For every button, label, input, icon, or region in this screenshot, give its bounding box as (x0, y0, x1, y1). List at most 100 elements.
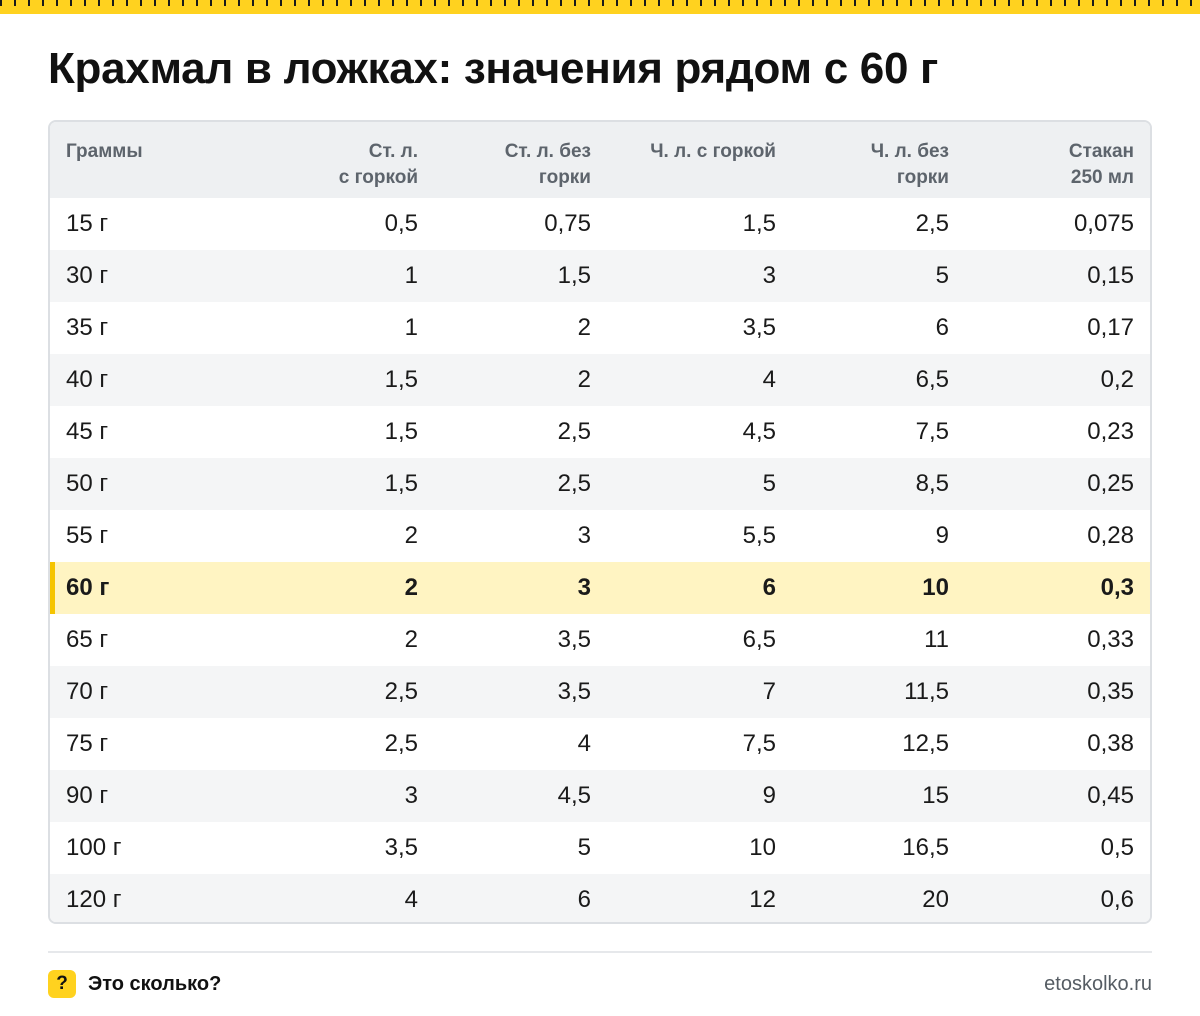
table-row: 30 г 1 1,5 3 5 0,15 (50, 250, 1150, 302)
table-row: 50 г 1,5 2,5 5 8,5 0,25 (50, 458, 1150, 510)
value-cell: 7,5 (915, 418, 949, 445)
value-cell: 5,5 (742, 522, 776, 549)
value-cell: 20 (922, 886, 949, 913)
value-cell: 2,5 (915, 210, 949, 237)
value-cell: 5 (577, 834, 591, 861)
value-cell: 4 (404, 886, 418, 913)
value-cell: 10 (749, 834, 776, 861)
value-cell: 11,5 (904, 678, 949, 705)
value-cell: 2,5 (557, 470, 591, 497)
value-cell: 0,23 (1087, 418, 1134, 445)
table-row: 100 г 3,5 5 10 16,5 0,5 (50, 822, 1150, 874)
value-cell: 16,5 (902, 834, 949, 861)
value-cell: 1 (404, 314, 418, 341)
value-cell: 4,5 (557, 782, 591, 809)
table-header-row: Граммы Ст. л. с горкой Ст. л. без горки Ч. л.… (50, 122, 1150, 198)
table-row: 15 г 0,5 0,75 1,5 2,5 0,075 (50, 198, 1150, 250)
table-row-highlighted: 60 г 2 3 6 10 0,3 (50, 562, 1150, 614)
column-header: Ч. л. с горкой (650, 141, 776, 162)
value-cell: 8,5 (915, 470, 949, 497)
table-row: 65 г 2 3,5 6,5 11 0,33 (50, 614, 1150, 666)
table-row: 75 г 2,5 4 7,5 12,5 0,38 (50, 718, 1150, 770)
value-cell: 0,075 (1073, 210, 1134, 237)
value-cell: 2,5 (557, 418, 591, 445)
value-cell: 1,5 (557, 262, 591, 289)
value-cell: 4,5 (742, 418, 776, 445)
grams-cell: 40 г (66, 366, 109, 393)
column-header: Ст. л. без горки (504, 141, 591, 188)
value-cell: 12 (749, 886, 776, 913)
value-cell: 2 (577, 314, 591, 341)
grams-cell: 65 г (66, 626, 109, 653)
column-header: Граммы (66, 141, 143, 162)
conversion-table: Граммы Ст. л. с горкой Ст. л. без горки Ч. л.… (48, 120, 1152, 924)
table-row: 55 г 2 3 5,5 9 0,28 (50, 510, 1150, 562)
grams-cell: 15 г (66, 210, 109, 237)
page-title: Крахмал в ложках: значения рядом с 60 г (48, 44, 939, 93)
value-cell: 0,5 (384, 210, 418, 237)
value-cell: 6 (935, 314, 949, 341)
value-cell: 6,5 (742, 626, 776, 653)
value-cell: 15 (922, 782, 949, 809)
value-cell: 11 (924, 626, 949, 653)
grams-cell: 60 г (50, 562, 238, 614)
value-cell: 1,5 (384, 418, 418, 445)
grams-cell: 70 г (66, 678, 109, 705)
value-cell: 2,5 (384, 730, 418, 757)
site-url[interactable]: etoskolko.ru (1044, 973, 1152, 995)
grams-cell: 45 г (66, 418, 109, 445)
value-cell: 1 (404, 262, 418, 289)
value-cell: 3,5 (557, 626, 591, 653)
ruler-stripe (0, 0, 1200, 14)
value-cell: 0,17 (1087, 314, 1134, 341)
table-row: 70 г 2,5 3,5 7 11,5 0,35 (50, 666, 1150, 718)
value-cell: 2 (404, 522, 418, 549)
value-cell: 9 (762, 782, 776, 809)
value-cell: 10 (922, 574, 949, 601)
table-body: 15 г 0,5 0,75 1,5 2,5 0,075 30 г 1 1,5 3 5 0,15 35 г… (50, 198, 1150, 922)
grams-cell: 50 г (66, 470, 109, 497)
footer-divider (48, 951, 1152, 953)
question-icon: ? (48, 970, 76, 998)
value-cell: 0,33 (1087, 626, 1134, 653)
table-row: 45 г 1,5 2,5 4,5 7,5 0,23 (50, 406, 1150, 458)
value-cell: 5 (762, 470, 776, 497)
value-cell: 2 (404, 574, 418, 601)
value-cell: 6,5 (915, 366, 949, 393)
grams-cell: 30 г (66, 262, 109, 289)
value-cell: 5 (935, 262, 949, 289)
brand-name: Это сколько? (88, 973, 222, 995)
grams-cell: 55 г (66, 522, 109, 549)
value-cell: 0,6 (1100, 886, 1134, 913)
value-cell: 12,5 (902, 730, 949, 757)
value-cell: 0,35 (1087, 678, 1134, 705)
value-cell: 0,2 (1100, 366, 1134, 393)
value-cell: 4 (762, 366, 776, 393)
table-row: 90 г 3 4,5 9 15 0,45 (50, 770, 1150, 822)
value-cell: 7,5 (742, 730, 776, 757)
value-cell: 4 (577, 730, 591, 757)
value-cell: 6 (762, 574, 776, 601)
grams-cell: 35 г (66, 314, 109, 341)
value-cell: 2 (577, 366, 591, 393)
value-cell: 9 (935, 522, 949, 549)
value-cell: 3,5 (384, 834, 418, 861)
value-cell: 0,28 (1087, 522, 1134, 549)
table-row: 40 г 1,5 2 4 6,5 0,2 (50, 354, 1150, 406)
value-cell: 2,5 (384, 678, 418, 705)
value-cell: 3 (577, 522, 591, 549)
grams-cell: 120 г (66, 886, 122, 913)
column-header: Стакан 250 мл (1068, 141, 1134, 188)
value-cell: 0,15 (1087, 262, 1134, 289)
value-cell: 1,5 (742, 210, 776, 237)
grams-cell: 100 г (66, 834, 122, 861)
column-header: Ч. л. без горки (870, 141, 949, 188)
value-cell: 3 (577, 574, 591, 601)
table-row: 120 г 4 6 12 20 0,6 (50, 874, 1150, 922)
value-cell: 3 (404, 782, 418, 809)
table-row: 35 г 1 2 3,5 6 0,17 (50, 302, 1150, 354)
value-cell: 3 (762, 262, 776, 289)
value-cell: 1,5 (384, 470, 418, 497)
value-cell: 6 (577, 886, 591, 913)
value-cell: 7 (762, 678, 776, 705)
